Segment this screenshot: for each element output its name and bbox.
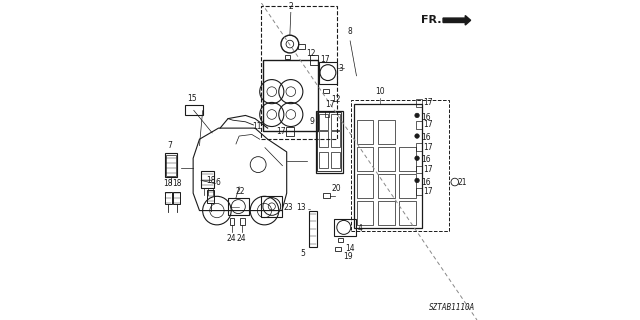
Bar (316, 111, 343, 172)
Bar (417, 165, 422, 173)
Bar (207, 190, 214, 203)
Bar (185, 105, 203, 116)
Bar (309, 211, 317, 247)
Text: SZTAB1110A: SZTAB1110A (429, 303, 475, 312)
Bar (325, 111, 329, 117)
Text: 20: 20 (331, 183, 340, 193)
Bar (261, 196, 282, 217)
Bar (356, 201, 373, 225)
Bar (331, 152, 340, 168)
Bar (399, 174, 416, 198)
Text: 17: 17 (424, 165, 433, 174)
Bar (417, 143, 422, 151)
Bar (201, 171, 214, 188)
Polygon shape (443, 16, 470, 25)
Text: 17: 17 (424, 143, 433, 152)
Bar (331, 131, 340, 147)
Bar (399, 147, 416, 171)
Bar (298, 44, 305, 49)
Text: 18: 18 (163, 180, 173, 188)
Bar (378, 174, 394, 198)
Circle shape (415, 178, 419, 183)
Text: 17: 17 (424, 187, 433, 196)
Text: 17: 17 (424, 98, 433, 107)
Text: 17: 17 (325, 100, 335, 109)
Text: 16: 16 (421, 133, 431, 142)
Text: 10: 10 (376, 87, 385, 96)
Bar (356, 174, 373, 198)
Bar (417, 99, 422, 107)
Bar (323, 89, 329, 93)
Text: 16: 16 (421, 178, 431, 187)
Bar (166, 155, 176, 176)
Bar (335, 247, 341, 251)
Text: 17: 17 (424, 120, 433, 130)
Bar (356, 120, 373, 144)
Bar (228, 198, 248, 215)
Text: 17: 17 (320, 55, 330, 64)
Bar (378, 147, 394, 171)
Text: 2: 2 (289, 2, 293, 11)
Text: 12: 12 (306, 49, 316, 58)
Text: 9: 9 (309, 117, 314, 126)
Text: 12: 12 (331, 95, 340, 104)
Bar (338, 238, 344, 242)
Bar (263, 60, 319, 131)
Bar (319, 152, 328, 168)
Bar (230, 218, 234, 226)
Bar (417, 121, 422, 129)
Bar (164, 192, 172, 204)
Circle shape (415, 113, 419, 118)
Text: 11: 11 (252, 122, 262, 131)
Bar (286, 126, 294, 136)
Bar (351, 100, 449, 231)
Text: 22: 22 (236, 187, 245, 196)
Text: 24: 24 (237, 234, 246, 243)
Text: 24: 24 (227, 234, 236, 243)
Text: 21: 21 (458, 179, 467, 188)
Bar (319, 131, 328, 147)
Text: FR.: FR. (421, 15, 442, 25)
Text: 13: 13 (296, 203, 306, 212)
Text: 5: 5 (300, 249, 305, 258)
Text: 16: 16 (421, 155, 431, 164)
Circle shape (415, 156, 419, 160)
Bar (356, 147, 373, 171)
Text: 18: 18 (206, 176, 216, 185)
Bar (240, 218, 245, 226)
Bar (399, 201, 416, 225)
Bar (323, 193, 330, 198)
Text: 14: 14 (346, 244, 355, 253)
Text: 23: 23 (284, 203, 293, 212)
Bar (261, 6, 337, 139)
Bar (310, 55, 319, 65)
Circle shape (415, 134, 419, 138)
Text: 17: 17 (276, 127, 285, 136)
Text: 16: 16 (421, 113, 431, 122)
Bar (319, 61, 337, 84)
Bar (378, 120, 394, 144)
Text: 8: 8 (348, 27, 353, 36)
Bar (317, 112, 341, 171)
Bar (173, 192, 180, 204)
Bar (333, 219, 356, 236)
Bar (285, 54, 290, 59)
Bar (331, 114, 340, 130)
Text: 3: 3 (339, 64, 343, 73)
Text: 7: 7 (167, 141, 172, 150)
Bar (319, 114, 328, 130)
Text: 4: 4 (357, 224, 362, 233)
Bar (164, 154, 177, 177)
Text: 15: 15 (188, 94, 197, 103)
Text: 6: 6 (216, 178, 221, 187)
Bar (378, 201, 394, 225)
Text: 19: 19 (343, 252, 353, 261)
Text: 18: 18 (172, 180, 182, 188)
Bar (355, 104, 422, 228)
Bar (417, 188, 422, 195)
